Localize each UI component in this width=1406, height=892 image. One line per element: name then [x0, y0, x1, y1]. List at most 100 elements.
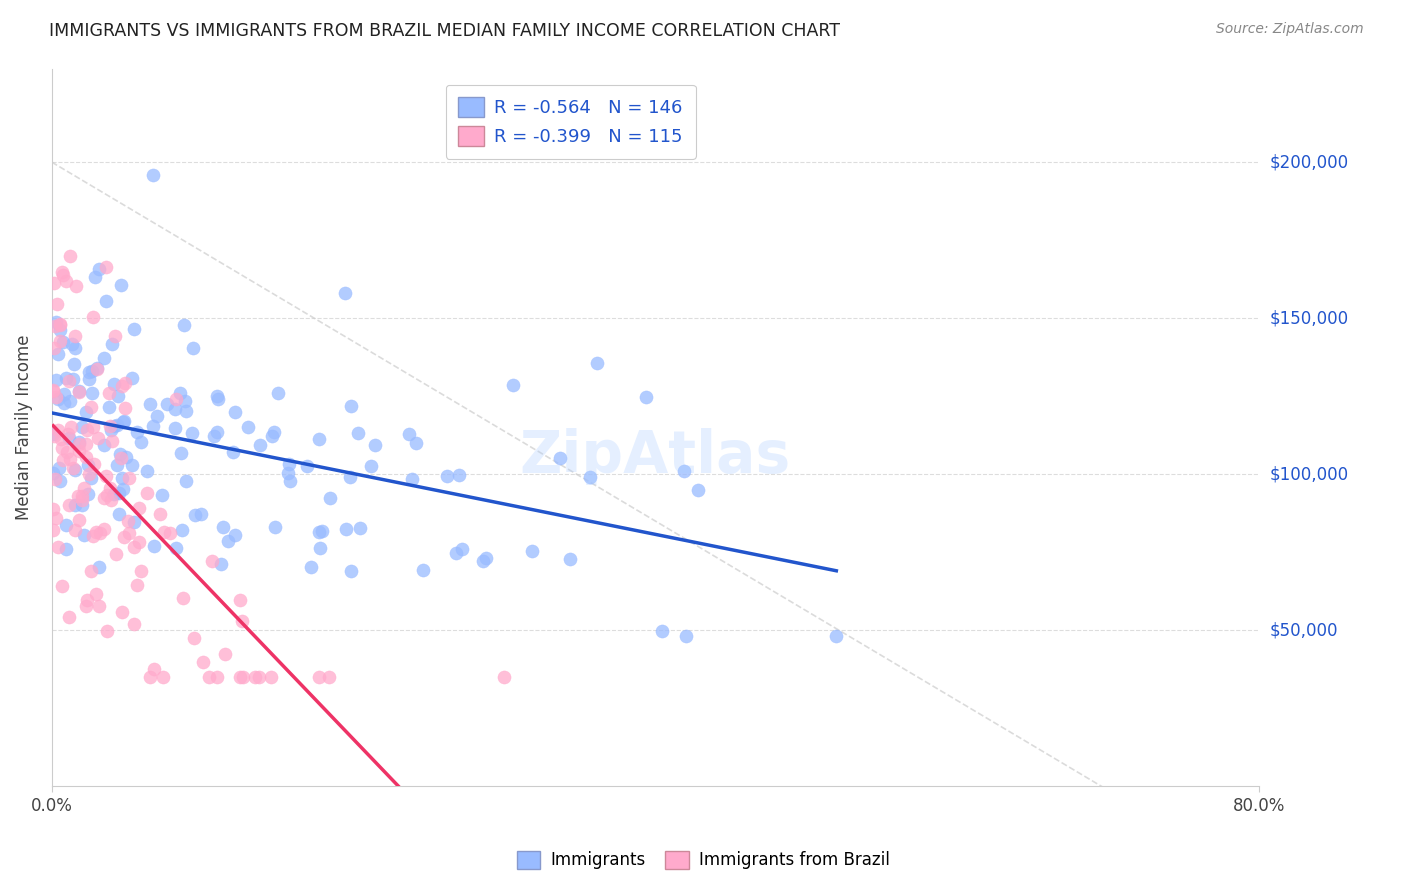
Point — [58, 431, 80, 445]
Point — [405, 435, 427, 450]
Point — [59, 420, 82, 434]
Point — [103, 487, 125, 501]
Point — [65, 278, 87, 293]
Point — [76, 593, 98, 607]
Point — [110, 450, 132, 465]
Point — [165, 392, 187, 407]
Point — [42, 384, 65, 398]
Point — [212, 520, 235, 534]
Point — [55, 517, 77, 532]
Point — [183, 632, 205, 646]
Point — [129, 434, 152, 449]
Point — [86, 362, 108, 376]
Point — [45, 390, 67, 404]
Point — [67, 384, 90, 399]
Point — [72, 419, 94, 434]
Point — [346, 426, 368, 441]
Point — [76, 423, 98, 437]
Point — [67, 513, 90, 527]
Point — [522, 544, 544, 558]
Point — [49, 323, 72, 337]
Point — [110, 278, 132, 293]
Point — [75, 405, 97, 419]
Point — [222, 444, 245, 458]
Point — [224, 528, 246, 542]
Point — [80, 564, 103, 578]
Text: $100,000: $100,000 — [1270, 465, 1348, 483]
Text: Source: ZipAtlas.com: Source: ZipAtlas.com — [1216, 22, 1364, 37]
Point — [138, 397, 160, 411]
Point — [349, 521, 371, 535]
Point — [205, 670, 228, 684]
Legend: R = -0.564   N = 146, R = -0.399   N = 115: R = -0.564 N = 146, R = -0.399 N = 115 — [446, 85, 696, 159]
Point — [58, 498, 80, 512]
Point — [70, 492, 93, 507]
Point — [193, 655, 215, 669]
Point — [65, 462, 87, 476]
Point — [340, 564, 363, 578]
Text: $200,000: $200,000 — [1270, 153, 1348, 171]
Point — [75, 437, 97, 451]
Text: $50,000: $50,000 — [1270, 621, 1339, 640]
Point — [63, 329, 86, 343]
Point — [98, 418, 121, 433]
Point — [42, 426, 65, 441]
Point — [112, 530, 135, 544]
Point — [98, 481, 121, 495]
Point — [308, 432, 330, 446]
Point — [260, 429, 283, 443]
Point — [77, 486, 100, 500]
Point — [49, 474, 72, 488]
Point — [84, 524, 107, 539]
Point — [263, 520, 285, 534]
Point — [58, 451, 80, 466]
Point — [42, 501, 65, 516]
Point — [174, 403, 197, 417]
Point — [263, 425, 285, 439]
Point — [80, 471, 103, 485]
Point — [44, 319, 66, 334]
Point — [118, 526, 141, 541]
Point — [72, 528, 94, 542]
Point — [97, 385, 120, 400]
Point — [267, 386, 290, 401]
Point — [209, 557, 232, 571]
Point — [124, 322, 146, 336]
Point — [94, 294, 117, 309]
Point — [111, 470, 134, 484]
Point — [67, 444, 90, 458]
Point — [207, 392, 229, 406]
Point — [401, 472, 423, 486]
Point — [46, 347, 69, 361]
Point — [675, 629, 697, 643]
Point — [93, 438, 115, 452]
Point — [46, 392, 69, 407]
Point — [48, 318, 70, 332]
Point — [77, 372, 100, 386]
Point — [44, 471, 66, 485]
Point — [165, 421, 187, 435]
Text: $150,000: $150,000 — [1270, 310, 1348, 327]
Point — [198, 670, 221, 684]
Point — [45, 373, 67, 387]
Point — [63, 357, 86, 371]
Point — [232, 670, 254, 684]
Legend: Immigrants, Immigrants from Brazil: Immigrants, Immigrants from Brazil — [506, 840, 900, 880]
Point — [585, 356, 607, 370]
Point — [84, 269, 107, 284]
Point — [104, 328, 127, 343]
Point — [173, 393, 195, 408]
Point — [150, 488, 173, 502]
Point — [159, 526, 181, 541]
Point — [49, 432, 72, 446]
Point — [398, 427, 420, 442]
Point — [107, 389, 129, 403]
Point — [65, 523, 87, 537]
Point — [308, 524, 330, 539]
Point — [121, 371, 143, 385]
Point — [63, 342, 86, 356]
Point — [471, 554, 494, 568]
Point — [169, 385, 191, 400]
Point — [156, 397, 179, 411]
Point — [114, 414, 136, 428]
